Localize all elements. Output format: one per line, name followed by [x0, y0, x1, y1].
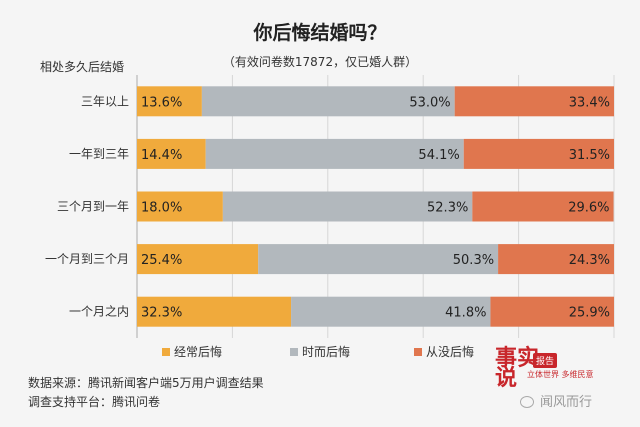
report-badge: 报告: [533, 353, 558, 368]
bar-segment: [490, 296, 614, 327]
bar-segment: [222, 191, 473, 222]
chart-subtitle: （有效问卷数17872，仅已婚人群）: [222, 55, 418, 69]
data-source-note: 数据来源：腾讯新闻客户端5万用户调查结果: [28, 376, 264, 390]
data-label: 25.9%: [569, 306, 610, 321]
data-label: 14.4%: [141, 148, 182, 163]
bar-segment: [137, 86, 202, 117]
bar-segment: [137, 191, 223, 222]
data-label: 31.5%: [569, 148, 610, 163]
bar-segment: [291, 296, 491, 327]
bar-segment: [258, 244, 499, 275]
bar-segment: [137, 244, 259, 275]
legend-label: 时而后悔: [302, 344, 350, 359]
data-label: 54.1%: [418, 148, 459, 163]
data-label: 50.3%: [453, 253, 494, 268]
data-label: 52.3%: [427, 201, 468, 216]
bar-segment: [472, 191, 614, 222]
legend-swatch: [162, 348, 170, 356]
y-axis-title: 相处多久后结婚: [40, 60, 125, 74]
category-label: 一个月之内: [69, 305, 129, 319]
survey-platform-note: 调查支持平台：腾讯问卷: [28, 395, 161, 409]
data-label: 53.0%: [409, 95, 450, 110]
chart-title: 你后悔结婚吗？: [253, 22, 387, 44]
logo-slogan: 立体世界 多维民意: [527, 370, 594, 379]
account-watermark: 闻风而行: [520, 391, 592, 410]
category-label: 三个月到一年: [57, 200, 129, 214]
data-label: 29.6%: [568, 201, 609, 216]
bar-segment: [201, 86, 455, 117]
logo-text: 事实说: [495, 345, 540, 391]
legend-swatch: [290, 348, 298, 356]
data-label: 24.3%: [569, 253, 610, 268]
shishi-shuo-logo: 事实说: [495, 345, 557, 392]
data-label: 18.0%: [141, 201, 182, 216]
category-label: 一个月到三个月: [45, 252, 129, 266]
legend-swatch: [414, 348, 422, 356]
data-label: 13.6%: [141, 95, 182, 110]
account-name: 闻风而行: [540, 395, 593, 410]
wechat-icon: [520, 396, 534, 408]
bar-segment: [137, 138, 206, 169]
bar-segment: [498, 244, 614, 275]
data-label: 41.8%: [445, 306, 486, 321]
data-label: 25.4%: [141, 253, 182, 268]
legend-label: 经常后悔: [174, 344, 222, 359]
legend-label: 从没后悔: [426, 344, 474, 359]
bar-segment: [205, 138, 464, 169]
category-label: 一年到三年: [69, 147, 129, 161]
bar-segment: [463, 138, 614, 169]
data-label: 32.3%: [141, 306, 182, 321]
data-label: 33.4%: [569, 95, 610, 110]
category-label: 三年以上: [81, 94, 129, 108]
bar-segment: [137, 296, 292, 327]
bar-segment: [454, 86, 614, 117]
